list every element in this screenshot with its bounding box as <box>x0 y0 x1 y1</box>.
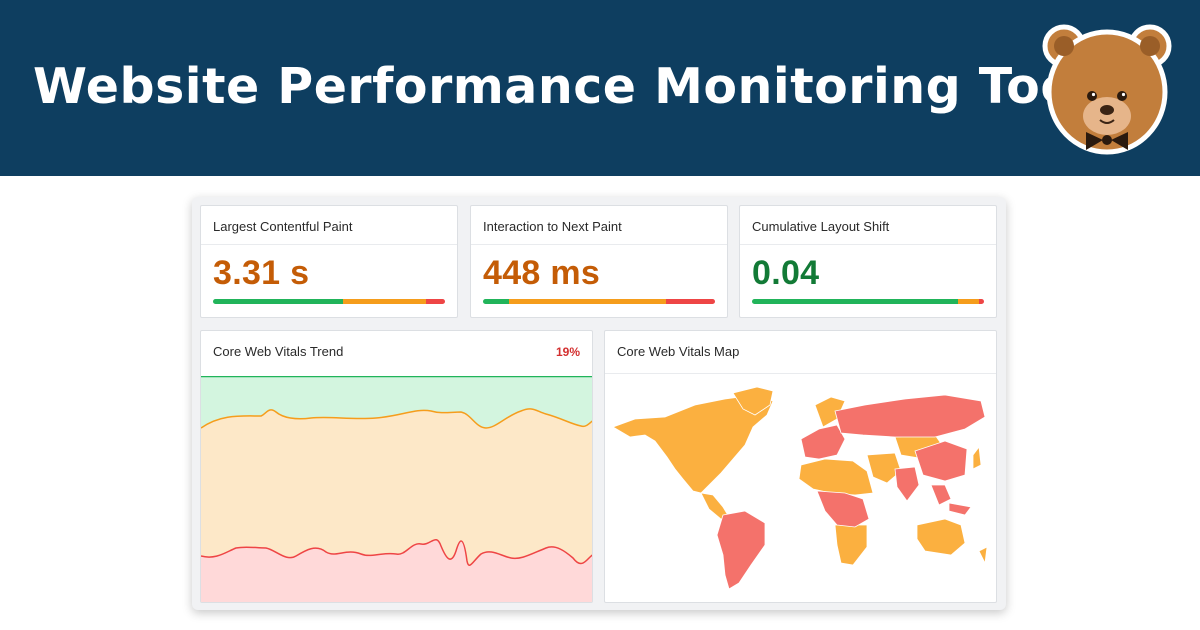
metric-label: Interaction to Next Paint <box>483 219 622 234</box>
poor-line <box>201 539 592 566</box>
map-region-central-africa <box>816 490 870 528</box>
distribution-bar <box>483 299 715 304</box>
bar-segment-poor <box>979 299 984 304</box>
map-region-north-america <box>612 394 774 494</box>
metric-value: 3.31 s <box>213 254 310 292</box>
poor-area <box>201 539 592 602</box>
bar-segment-needs-improvement <box>342 299 427 304</box>
card-divider <box>471 244 727 245</box>
trend-badge: 19% <box>555 345 580 359</box>
metric-label: Largest Contentful Paint <box>213 219 353 234</box>
map-region-japan <box>972 445 982 470</box>
map-region-new-zealand <box>978 546 988 565</box>
distribution-bar <box>213 299 445 304</box>
bar-segment-poor <box>666 299 715 304</box>
bar-segment-poor <box>426 299 445 304</box>
metric-value: 448 ms <box>483 254 601 292</box>
map-region-russia <box>834 394 986 438</box>
bar-segment-good <box>752 299 959 304</box>
metric-label: Cumulative Layout Shift <box>752 219 890 234</box>
card-divider <box>740 244 996 245</box>
bar-segment-good <box>213 299 343 304</box>
bar-segment-needs-improvement <box>958 299 980 304</box>
trend-area-chart <box>201 376 592 602</box>
map-region-india <box>894 466 920 502</box>
metric-value: 0.04 <box>752 254 820 292</box>
map-region-south-america <box>716 510 766 590</box>
trend-title: Core Web Vitals Trend <box>213 344 344 359</box>
map-card[interactable]: Core Web Vitals Map <box>604 330 997 603</box>
map-title: Core Web Vitals Map <box>617 344 740 359</box>
map-region-southeast-asia <box>930 484 972 516</box>
world-map <box>612 386 988 590</box>
bear-mascot-logo <box>1042 24 1172 155</box>
map-region-europe <box>800 424 846 460</box>
map-region-greenland <box>732 386 774 416</box>
map-region-middle-east <box>866 452 902 484</box>
needs-improvement-line <box>201 408 592 429</box>
card-divider <box>201 244 457 245</box>
distribution-bar <box>752 299 984 304</box>
map-region-southern-africa <box>834 524 868 566</box>
page-title: Website Performance Monitoring Tools <box>33 58 1122 115</box>
bar-segment-good <box>483 299 509 304</box>
map-region-north-africa <box>798 458 874 496</box>
map-region-china <box>914 440 968 482</box>
metric-card-inp[interactable]: Interaction to Next Paint 448 ms <box>470 205 728 318</box>
bar-segment-needs-improvement <box>508 299 667 304</box>
trend-card[interactable]: Core Web Vitals Trend 19% <box>200 330 593 603</box>
dashboard-panel: Largest Contentful Paint 3.31 s Interact… <box>192 197 1006 610</box>
metric-card-lcp[interactable]: Largest Contentful Paint 3.31 s <box>200 205 458 318</box>
map-region-australia <box>916 518 966 556</box>
header-banner: Website Performance Monitoring Tools <box>0 0 1200 176</box>
metric-card-cls[interactable]: Cumulative Layout Shift 0.04 <box>739 205 997 318</box>
card-divider <box>605 373 996 374</box>
